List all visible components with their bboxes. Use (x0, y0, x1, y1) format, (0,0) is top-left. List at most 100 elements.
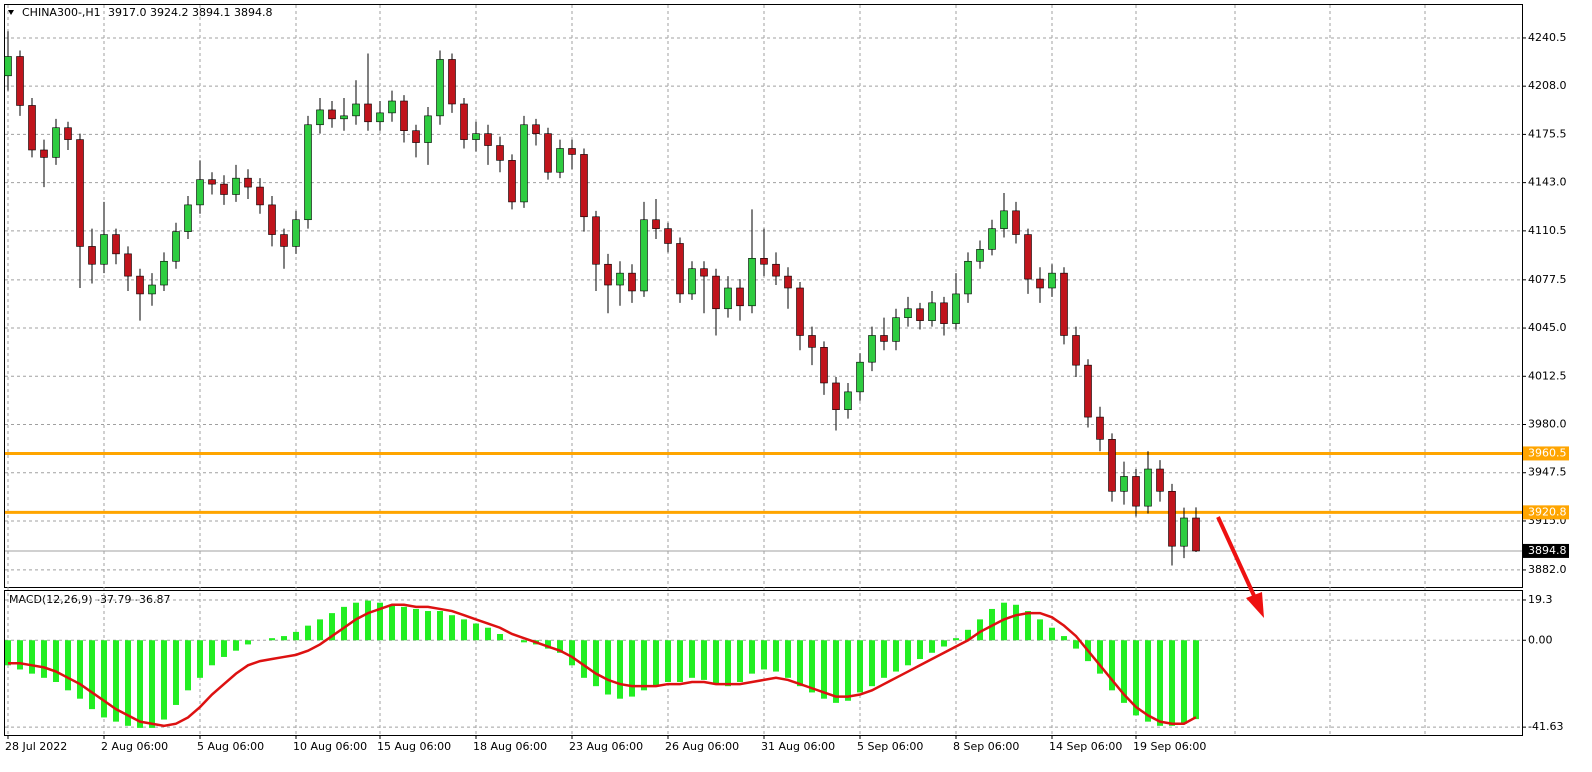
price-level-label: 3960.5 (1528, 446, 1567, 459)
macd-bar (917, 640, 923, 660)
candle-body (76, 139, 84, 247)
candle-body (1108, 439, 1116, 492)
y-tick-label: 3980.0 (1528, 418, 1567, 431)
candle-body (376, 112, 384, 123)
candle-body (1084, 364, 1092, 418)
x-tick-label: 5 Aug 06:00 (197, 740, 264, 753)
macd-bar (869, 640, 875, 687)
candle-body (112, 234, 120, 255)
candle (328, 101, 336, 128)
candle (832, 377, 840, 431)
candle-body (928, 302, 936, 321)
candle-body (628, 272, 636, 292)
candle-body (760, 258, 768, 265)
candle-body (700, 268, 708, 277)
candle (172, 222, 180, 269)
macd-bar (629, 640, 635, 697)
candle (232, 164, 240, 202)
candle-body (1180, 517, 1188, 547)
candle (76, 133, 84, 288)
candle-body (580, 154, 588, 218)
candle-body (724, 287, 732, 310)
candle-body (196, 179, 204, 206)
macd-bar (545, 640, 551, 649)
candle-body (916, 308, 924, 321)
macd-bar (125, 640, 131, 726)
macd-bar (113, 640, 119, 722)
x-tick-label: 2 Aug 06:00 (101, 740, 168, 753)
candle-body (1072, 335, 1080, 366)
menu-triangle[interactable] (8, 10, 14, 15)
macd-bar (905, 640, 911, 666)
candle-body (1120, 476, 1128, 492)
candle-body (1168, 490, 1176, 547)
ohlc-values: 3917.0 3924.2 3894.1 3894.8 (108, 6, 272, 19)
candle-body (772, 263, 780, 277)
candle-body (340, 115, 348, 120)
y-tick-label: -41.63 (1528, 720, 1563, 733)
candle-body (172, 231, 180, 262)
x-tick-label: 26 Aug 06:00 (665, 740, 739, 753)
macd-bar (569, 640, 575, 666)
macd-bar (689, 640, 695, 678)
price-level-label: 3920.8 (1528, 505, 1567, 518)
macd-bar (1109, 640, 1115, 691)
candle (544, 127, 552, 180)
macd-bar (437, 611, 443, 641)
candle (940, 296, 948, 336)
candle-body (220, 183, 228, 195)
macd-bar (1169, 640, 1175, 726)
x-tick-label: 28 Jul 2022 (5, 740, 67, 753)
x-tick-label: 14 Sep 06:00 (1049, 740, 1122, 753)
candle-body (148, 284, 156, 295)
macd-bar (761, 640, 767, 670)
macd-bar (293, 631, 299, 641)
x-tick-label: 31 Aug 06:00 (761, 740, 835, 753)
candle (388, 90, 396, 122)
candle (1144, 451, 1152, 514)
macd-bar (17, 640, 23, 670)
candle-body (568, 148, 576, 155)
candle (16, 50, 24, 116)
macd-bar (773, 640, 779, 672)
candle-body (256, 186, 264, 206)
candle (340, 98, 348, 131)
candle (220, 175, 228, 205)
macd-bar (53, 640, 59, 682)
candle-body (448, 59, 456, 105)
candle-body (40, 149, 48, 158)
candle (1024, 228, 1032, 294)
candle-body (904, 308, 912, 318)
x-tick-label: 18 Aug 06:00 (473, 740, 547, 753)
candle-body (496, 145, 504, 161)
macd-bar (941, 640, 947, 647)
candle (772, 252, 780, 286)
macd-bar (161, 640, 167, 720)
y-tick-label: 4240.5 (1528, 31, 1567, 44)
candle-body (208, 179, 216, 185)
candle (676, 237, 684, 303)
candle (316, 98, 324, 134)
candle (1108, 433, 1116, 502)
candle (1192, 507, 1200, 552)
macd-bar (233, 640, 239, 651)
candle-body (952, 293, 960, 324)
y-tick-label: 0.00 (1528, 633, 1553, 646)
candle (604, 253, 612, 314)
macd-bar (245, 640, 251, 645)
candle-body (136, 275, 144, 295)
candle-body (268, 204, 276, 235)
macd-bar (77, 640, 83, 699)
y-tick-label: 3947.5 (1528, 466, 1567, 479)
candle-body (1156, 468, 1164, 492)
macd-bar (701, 640, 707, 680)
candle-body (1036, 278, 1044, 289)
macd-bar (269, 638, 275, 641)
candle (1168, 483, 1176, 566)
candle-body (88, 246, 96, 265)
candle (556, 139, 564, 179)
macd-bar (845, 640, 851, 701)
macd-bar (737, 640, 743, 682)
macd-bar (581, 640, 587, 678)
